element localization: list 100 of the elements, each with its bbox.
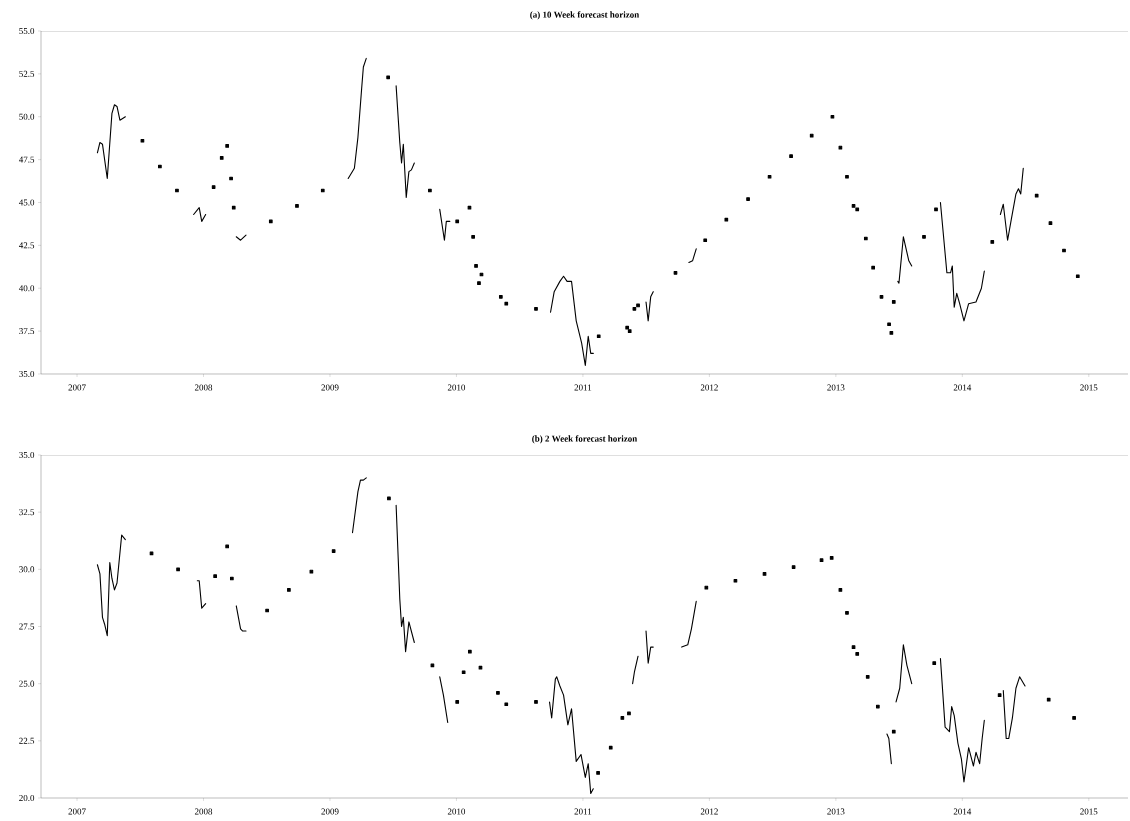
- point: [211, 185, 216, 189]
- y-tick-label: 32.5: [19, 509, 35, 516]
- point: [387, 496, 391, 501]
- point: [219, 156, 224, 160]
- x-tick-label: 2011: [574, 808, 592, 815]
- point: [865, 674, 870, 679]
- point: [295, 204, 299, 208]
- point: [855, 652, 860, 656]
- point: [887, 322, 891, 327]
- point: [430, 663, 435, 668]
- x-tick-label: 2009: [321, 384, 339, 391]
- point: [932, 661, 937, 665]
- point: [746, 197, 750, 201]
- point: [673, 270, 678, 275]
- line-series: [395, 504, 415, 653]
- x-tick-label: 2010: [447, 808, 466, 815]
- y-tick-label: 35.0: [19, 370, 35, 378]
- x-tick-label: 2012: [700, 808, 718, 815]
- point: [534, 700, 538, 704]
- point: [703, 238, 708, 243]
- point: [724, 217, 729, 222]
- point: [855, 207, 860, 212]
- point: [891, 300, 896, 304]
- point: [733, 578, 738, 583]
- point: [498, 294, 503, 299]
- y-tick-label: 50.0: [19, 113, 35, 120]
- line-series: [895, 644, 913, 703]
- point: [934, 207, 938, 212]
- point: [231, 205, 236, 210]
- line-series: [395, 85, 415, 198]
- point: [851, 645, 856, 649]
- line-series: [939, 201, 985, 322]
- point: [287, 588, 291, 592]
- point: [819, 558, 824, 563]
- x-tick-label: 2014: [953, 384, 972, 391]
- point: [871, 265, 875, 270]
- point: [838, 588, 843, 592]
- y-tick-label: 35.0: [19, 451, 35, 459]
- point: [1072, 716, 1076, 720]
- line-series: [939, 657, 985, 783]
- point: [477, 281, 481, 285]
- x-tick-label: 2008: [194, 808, 213, 815]
- point: [627, 711, 631, 716]
- y-tick-label: 55.0: [19, 27, 35, 35]
- point: [632, 306, 637, 311]
- point: [455, 700, 460, 704]
- y-tick-label: 25.0: [19, 680, 35, 687]
- x-tick-label: 2011: [574, 384, 592, 391]
- point: [922, 234, 926, 239]
- point: [863, 236, 868, 241]
- x-tick-label: 2013: [827, 384, 845, 391]
- y-tick-label: 42.5: [18, 242, 35, 249]
- line-series: [347, 57, 367, 180]
- point: [990, 240, 995, 244]
- x-tick-label: 2008: [194, 384, 213, 391]
- point: [1075, 274, 1080, 279]
- point: [471, 234, 475, 239]
- point: [875, 704, 880, 709]
- line-series: [1002, 676, 1026, 740]
- point: [386, 75, 390, 80]
- chart-title: (b) 2 Week forecast horizon: [532, 435, 638, 444]
- x-tick-label: 2014: [953, 808, 972, 815]
- x-tick-label: 2015: [1080, 384, 1098, 391]
- x-tick-label: 2015: [1080, 808, 1098, 815]
- point: [620, 716, 625, 720]
- point: [1062, 248, 1066, 253]
- point: [1034, 193, 1039, 198]
- y-tick-label: 45.0: [18, 199, 35, 206]
- point: [1048, 221, 1053, 225]
- point: [1046, 697, 1051, 702]
- point: [175, 188, 179, 193]
- point: [140, 138, 145, 143]
- point: [879, 294, 884, 299]
- point: [265, 608, 269, 613]
- x-tick-label: 2013: [827, 808, 845, 815]
- y-tick-label: 22.5: [19, 737, 35, 744]
- point: [789, 154, 793, 159]
- point: [534, 306, 538, 311]
- point: [225, 544, 230, 549]
- x-tick-label: 2007: [68, 384, 86, 391]
- point: [838, 145, 843, 150]
- point: [229, 576, 234, 581]
- y-tick-label: 20.0: [19, 794, 35, 802]
- point: [461, 670, 466, 675]
- point: [845, 174, 849, 179]
- point: [158, 164, 162, 169]
- y-tick-label: 37.5: [19, 328, 35, 335]
- point: [428, 188, 432, 193]
- point: [809, 133, 814, 138]
- y-tick-label: 47.5: [18, 156, 35, 163]
- point: [149, 551, 154, 556]
- point: [478, 665, 483, 670]
- x-tick-label: 2009: [321, 808, 339, 815]
- point: [830, 114, 835, 119]
- point: [468, 649, 472, 654]
- line-series: [96, 534, 126, 637]
- point: [625, 325, 630, 330]
- point: [829, 556, 834, 560]
- x-tick-label: 2007: [68, 808, 86, 815]
- point: [845, 610, 849, 615]
